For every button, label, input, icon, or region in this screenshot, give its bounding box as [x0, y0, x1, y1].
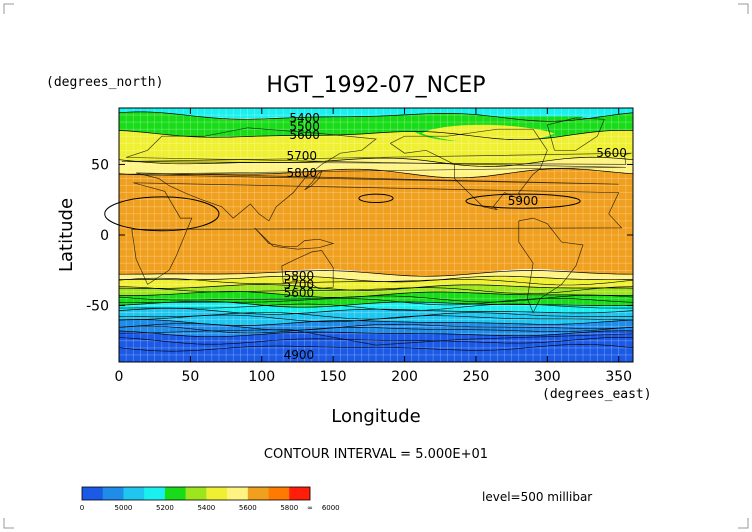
- colorbar-label: 5800: [280, 504, 298, 512]
- contour-line: [118, 323, 634, 331]
- color-band: [119, 330, 633, 362]
- x-tick-label: 150: [320, 369, 347, 385]
- contour-label: 5600: [284, 286, 315, 300]
- coastlines: [118, 117, 634, 346]
- contour-line: [118, 111, 634, 122]
- colorbar-swatch: [102, 487, 124, 500]
- contour-line: [118, 284, 634, 291]
- colorbar-label: ∞: [307, 504, 313, 512]
- color-band: [119, 308, 633, 326]
- contour-labels: 5400550056005700580056005900580057005600…: [284, 111, 627, 362]
- colorbar-swatch: [289, 487, 311, 500]
- coastline: [118, 329, 634, 346]
- colorbar-label: 5400: [197, 504, 215, 512]
- contour-line: [118, 156, 634, 167]
- contour-line: [118, 330, 634, 338]
- contour-label: 5700: [284, 277, 315, 291]
- contour-line: [118, 314, 634, 323]
- contour-line: [118, 277, 634, 286]
- crop-marks: [3, 3, 749, 529]
- contour-line: [118, 300, 634, 308]
- x-units-label: (degrees_east): [542, 387, 652, 402]
- y-tick-label: 0: [100, 228, 109, 244]
- color-band: [119, 168, 633, 279]
- y-units-label: (degrees_north): [46, 75, 163, 90]
- y-axis-label: Latitude: [56, 198, 77, 272]
- contour-line: [358, 193, 394, 204]
- contour-line: [118, 325, 634, 334]
- coastline: [254, 227, 335, 250]
- coastline: [121, 152, 632, 165]
- y-tick-label: -50: [86, 299, 109, 315]
- contour-interval-text: CONTOUR INTERVAL = 5.000E+01: [264, 447, 488, 462]
- colorbar-label: 0: [80, 504, 84, 512]
- contour-line: [118, 298, 634, 306]
- contour-label: 5600: [596, 146, 627, 160]
- color-band: [119, 270, 633, 282]
- x-tick-label: 50: [181, 369, 199, 385]
- colorbar-swatch: [227, 487, 249, 500]
- x-tick-label: 100: [248, 369, 275, 385]
- grid: [118, 107, 634, 363]
- contour-label: 5600: [289, 128, 320, 142]
- contour-line: [104, 196, 220, 232]
- color-band: [119, 319, 633, 337]
- plot-area: 5400550056005700580056005900580057005600…: [104, 107, 634, 363]
- x-axis-label: Longitude: [331, 406, 421, 427]
- coastline: [304, 170, 323, 191]
- x-tick-label: 200: [391, 369, 418, 385]
- x-tick-label: 350: [605, 369, 632, 385]
- contour-line: [118, 168, 634, 179]
- contour-label: 5800: [286, 166, 317, 180]
- colorbar-label: 5200: [156, 504, 174, 512]
- colorbar-swatch: [185, 487, 207, 500]
- colorbar-label: 5600: [239, 504, 257, 512]
- contour-line: [118, 337, 634, 345]
- coastline: [281, 250, 334, 289]
- contour-label: 4900: [284, 348, 315, 362]
- colorbar-swatch: [144, 487, 166, 500]
- colorbar-swatch: [247, 487, 269, 500]
- level-text: level=500 millibar: [482, 490, 592, 504]
- contour-line: [465, 193, 581, 209]
- x-tick-label: 0: [115, 369, 124, 385]
- contour-label: 5800: [284, 269, 315, 283]
- contour-line: [118, 343, 634, 352]
- colorbar-label: 6000: [322, 504, 340, 512]
- contour-lines: [104, 111, 634, 352]
- coastline: [390, 128, 548, 210]
- contour-line: [118, 303, 633, 311]
- contour-label: 5500: [289, 119, 320, 133]
- contour-label: 5900: [508, 194, 539, 208]
- x-tick-label: 250: [463, 369, 490, 385]
- coastline: [118, 127, 626, 222]
- color-bands: [118, 107, 634, 363]
- coastline: [546, 117, 605, 151]
- color-band: [119, 291, 633, 308]
- coastline: [131, 182, 623, 285]
- colorbar-swatch: [164, 487, 186, 500]
- x-axis: 0 50 100 150 200 250 300 350: [115, 108, 632, 385]
- contour-line: [119, 270, 634, 277]
- colorbar-swatch: [82, 487, 104, 500]
- contour-line: [119, 291, 634, 298]
- coastline: [518, 217, 584, 314]
- colorbar-swatch: [206, 487, 228, 500]
- colorbar: 0 5000 5200 5400 5600 5800 6000 ∞: [80, 486, 340, 512]
- colorbar-swatch: [123, 487, 145, 500]
- contour-label: 5700: [286, 149, 317, 163]
- contour-line: [118, 129, 634, 141]
- contour-line: [118, 294, 634, 303]
- colorbar-label: 5000: [115, 504, 133, 512]
- y-axis: 50 0 -50: [86, 157, 633, 315]
- x-tick-label: 300: [534, 369, 561, 385]
- contour-label: 5400: [289, 111, 320, 125]
- color-band: [119, 276, 633, 291]
- colorbar-swatch: [268, 487, 290, 500]
- contour-line: [118, 286, 634, 294]
- y-tick-label: 50: [91, 157, 109, 173]
- chart-title: HGT_1992-07_NCEP: [266, 73, 485, 98]
- colorbar-frame: [81, 486, 311, 501]
